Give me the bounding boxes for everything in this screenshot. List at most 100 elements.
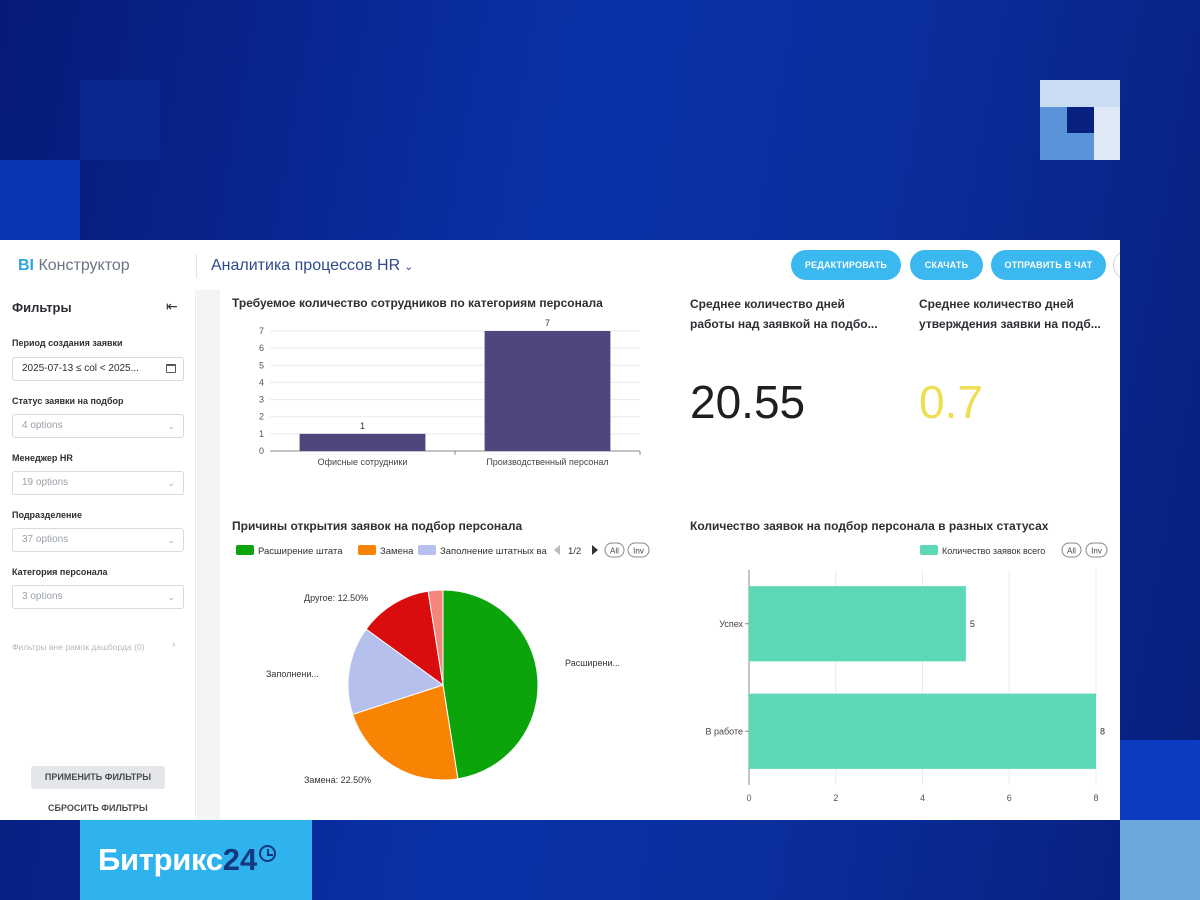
bar-value-label: 7 bbox=[545, 318, 550, 328]
bar-value-label: 1 bbox=[360, 421, 365, 431]
legend-all-button bbox=[1061, 542, 1082, 558]
download-button[interactable]: СКАЧАТЬ bbox=[910, 250, 983, 280]
top-bar: BI Конструктор Аналитика процессов HR ⌄ Р… bbox=[0, 240, 1120, 290]
x-tick-label: 4 bbox=[920, 793, 925, 803]
app-logo[interactable]: BI Конструктор bbox=[18, 257, 130, 275]
pie-slice-label: Другое: 12.50% bbox=[304, 593, 368, 603]
status-select[interactable]: 4 options ⌄ bbox=[12, 414, 184, 438]
pie-slice-label: Расширени... bbox=[565, 658, 620, 668]
hbar-chart-title: Количество заявок на подбор персонала в … bbox=[690, 519, 1049, 533]
manager-select[interactable]: 19 options ⌄ bbox=[12, 471, 184, 495]
bar-value-label: 5 bbox=[970, 619, 975, 629]
chevron-down-icon: ⌄ bbox=[167, 535, 175, 545]
period-date-field[interactable]: 2025-07-13 ≤ col < 2025... bbox=[12, 357, 184, 381]
decor-tile bbox=[1094, 107, 1120, 160]
legend-swatch bbox=[418, 545, 436, 555]
chevron-down-icon: ⌄ bbox=[167, 592, 175, 602]
y-tick-label: 5 bbox=[259, 360, 264, 370]
chevron-down-icon: ⌄ bbox=[404, 261, 414, 273]
requests-by-status-chart: 0 2 4 6 8 5 Успех 8 В работе bbox=[705, 570, 1105, 803]
filters-sidebar: Фильтры ⇤ Период создания заявки 2025-07… bbox=[0, 290, 196, 820]
filter-label-status: Статус заявки на подбор bbox=[12, 396, 124, 406]
pie-slice-label: Замена: 22.50% bbox=[304, 775, 371, 785]
decor-tile bbox=[1040, 80, 1120, 107]
x-tick-label: 8 bbox=[1093, 793, 1098, 803]
y-tick-label: 6 bbox=[259, 343, 264, 353]
y-tick-label: 4 bbox=[259, 377, 264, 387]
send-to-chat-button[interactable]: ОТПРАВИТЬ В ЧАТ bbox=[991, 250, 1106, 280]
collapse-icon[interactable]: ⇤ bbox=[166, 298, 178, 314]
bar bbox=[749, 693, 1096, 769]
bar bbox=[299, 433, 426, 451]
kpi-title-approve-days: Среднее количество дней утверждения заяв… bbox=[919, 297, 1101, 331]
y-tick-label: 0 bbox=[259, 446, 264, 456]
logo-name: Конструктор bbox=[38, 257, 130, 274]
pie-legend: Расширение штата Замена Заполнение штатных… bbox=[236, 542, 650, 558]
legend-swatch bbox=[358, 545, 376, 555]
y-tick-label: 1 bbox=[259, 429, 264, 439]
legend-prev-icon bbox=[554, 545, 560, 555]
y-tick-label: 7 bbox=[259, 326, 264, 336]
hbar-legend: Количество заявок всего All Inv bbox=[920, 542, 1108, 558]
filter-label-category: Категория персонала bbox=[12, 567, 108, 577]
report-selector[interactable]: Аналитика процессов HR ⌄ bbox=[211, 257, 413, 275]
period-value: 2025-07-13 ≤ col < 2025... bbox=[22, 363, 139, 374]
reset-filters-button[interactable]: СБРОСИТЬ ФИЛЬТРЫ bbox=[48, 803, 148, 813]
decor-square bbox=[1120, 820, 1200, 900]
chevron-down-icon: ⌄ bbox=[167, 478, 175, 488]
pie-slice bbox=[352, 684, 459, 781]
department-value: 37 options bbox=[22, 534, 69, 545]
legend-next-icon bbox=[592, 545, 598, 555]
x-tick-label: Производственный персонал bbox=[486, 457, 608, 467]
brand-name: Битрикс bbox=[98, 842, 223, 877]
department-select[interactable]: 37 options ⌄ bbox=[12, 528, 184, 552]
legend-swatch bbox=[236, 545, 254, 555]
bitrix24-logo: Битрикс 24 bbox=[80, 820, 312, 900]
kpi-value-approve-days: 0.7 bbox=[919, 376, 983, 428]
pie-slice bbox=[427, 589, 444, 686]
legend-item: Количество заявок всего bbox=[942, 546, 1045, 556]
filter-label-period: Период создания заявки bbox=[12, 338, 123, 348]
pie-chart-title: Причины открытия заявок на подбор персон… bbox=[232, 519, 523, 533]
status-value: 4 options bbox=[22, 420, 63, 431]
outside-filters-link[interactable]: Фильтры вне рамок дашборда (0) bbox=[12, 642, 145, 652]
kpi-title-work-days: Среднее количество дней работы над заявк… bbox=[690, 297, 878, 331]
kpi-value-work-days: 20.55 bbox=[690, 376, 806, 428]
legend-swatch bbox=[920, 545, 938, 555]
bi-dashboard-screen: BI Конструктор Аналитика процессов HR ⌄ Р… bbox=[0, 240, 1120, 820]
y-tick-label: 2 bbox=[259, 412, 264, 422]
legend-all-button bbox=[604, 542, 625, 558]
bar bbox=[749, 586, 966, 662]
category-select[interactable]: 3 options ⌄ bbox=[12, 585, 184, 609]
decor-square bbox=[0, 160, 80, 240]
legend-item: Замена bbox=[380, 546, 414, 557]
chevron-right-icon: › bbox=[172, 639, 176, 650]
pie-slice bbox=[442, 589, 539, 780]
legend-page: 1/2 bbox=[568, 546, 581, 557]
filter-label-department: Подразделение bbox=[12, 510, 82, 520]
report-title: Аналитика процессов HR bbox=[211, 257, 401, 274]
y-tick-label: Успех bbox=[719, 619, 743, 629]
manager-value: 19 options bbox=[22, 477, 69, 488]
more-button[interactable] bbox=[1113, 250, 1120, 280]
edit-button[interactable]: РЕДАКТИРОВАТЬ bbox=[791, 250, 901, 280]
decor-tile bbox=[1067, 107, 1094, 133]
x-tick-label: 2 bbox=[833, 793, 838, 803]
clock-icon bbox=[259, 844, 277, 862]
legend-item: Расширение штата bbox=[258, 546, 343, 557]
filters-title: Фильтры bbox=[12, 300, 72, 315]
x-tick-label: 6 bbox=[1007, 793, 1012, 803]
legend-item: Заполнение штатных ва bbox=[440, 546, 547, 557]
decor-square bbox=[80, 80, 160, 160]
apply-filters-button[interactable]: ПРИМЕНИТЬ ФИЛЬТРЫ bbox=[31, 766, 165, 789]
y-tick-label: 3 bbox=[259, 395, 264, 405]
divider bbox=[196, 254, 197, 278]
category-value: 3 options bbox=[22, 591, 63, 602]
legend-all-label: All bbox=[1067, 547, 1076, 556]
brand-number: 24 bbox=[222, 842, 258, 877]
scroll-gutter bbox=[197, 290, 220, 820]
legend-inv-button bbox=[627, 542, 650, 558]
bar-chart-title: Требуемое количество сотрудников по кате… bbox=[232, 296, 603, 310]
pie-slice bbox=[365, 590, 444, 687]
chevron-down-icon: ⌄ bbox=[167, 421, 175, 431]
